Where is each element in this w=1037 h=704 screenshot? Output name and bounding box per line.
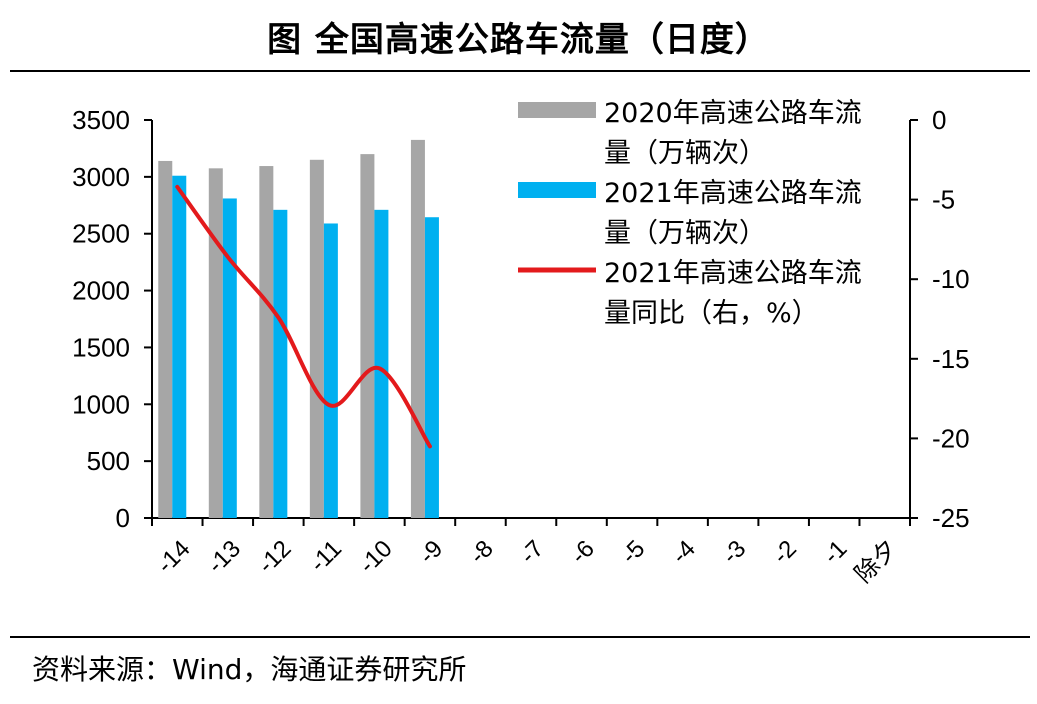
x-tick-label: -6 [566,535,600,569]
x-tick-label: 除夕 [850,535,903,588]
left-tick-label: 3000 [72,162,130,192]
legend-swatch-2021 [518,182,596,198]
bar-2020 [158,160,173,519]
bar-2020 [360,154,375,518]
bar-2021 [424,217,439,518]
bar-2021 [374,209,389,518]
bar-2021 [273,209,288,518]
x-tick-label: -9 [414,535,448,569]
yoy-line [175,184,432,449]
legend-label: 2021年高速公路车流 [604,178,862,209]
right-tick-label: -25 [932,503,970,533]
bar-2021 [172,175,187,518]
x-tick-label: -12 [253,535,297,579]
left-tick-label: 1000 [72,389,130,419]
bar-2020 [259,166,274,518]
x-tick-label: -13 [202,535,246,579]
right-tick-label: -20 [932,423,970,453]
right-tick-label: -5 [932,185,955,215]
legend-label: 量（万辆次） [604,218,766,249]
chart-title: 图 全国高速公路车流量（日度） [267,20,770,60]
x-tick-label: -4 [667,535,701,569]
left-tick-label: 500 [87,446,130,476]
x-tick-label: -14 [152,535,196,579]
left-tick-label: 3500 [72,105,130,135]
x-tick-label: -3 [717,535,751,569]
top-divider [10,70,1030,72]
right-tick-label: 0 [932,105,946,135]
legend-label: 2021年高速公路车流 [604,258,862,289]
bar-2020 [410,139,425,518]
left-tick-label: 0 [116,503,130,533]
x-tick-label: -7 [515,535,549,569]
legend-label: 量（万辆次） [604,138,766,169]
left-tick-label: 1500 [72,332,130,362]
left-tick-label: 2500 [72,219,130,249]
source-note: 资料来源：Wind，海通证券研究所 [32,653,467,686]
x-tick-label: -10 [354,535,398,579]
x-tick-label: -5 [616,535,650,569]
bar-2021 [222,198,237,518]
left-tick-label: 2000 [72,276,130,306]
bar-2020 [208,168,223,519]
bar-2021 [323,223,338,519]
x-tick-label: -1 [818,535,852,569]
bottom-divider [10,636,1030,638]
x-tick-label: -11 [305,535,347,577]
bar-2020 [309,159,324,519]
legend-label: 2020年高速公路车流 [604,98,862,129]
right-tick-label: -10 [932,264,970,294]
right-tick-label: -15 [932,344,970,374]
x-tick-label: -2 [768,535,802,569]
legend-label: 量同比（右，%） [604,298,819,329]
legend-swatch-2020 [518,102,596,118]
x-tick-label: -8 [465,535,499,569]
